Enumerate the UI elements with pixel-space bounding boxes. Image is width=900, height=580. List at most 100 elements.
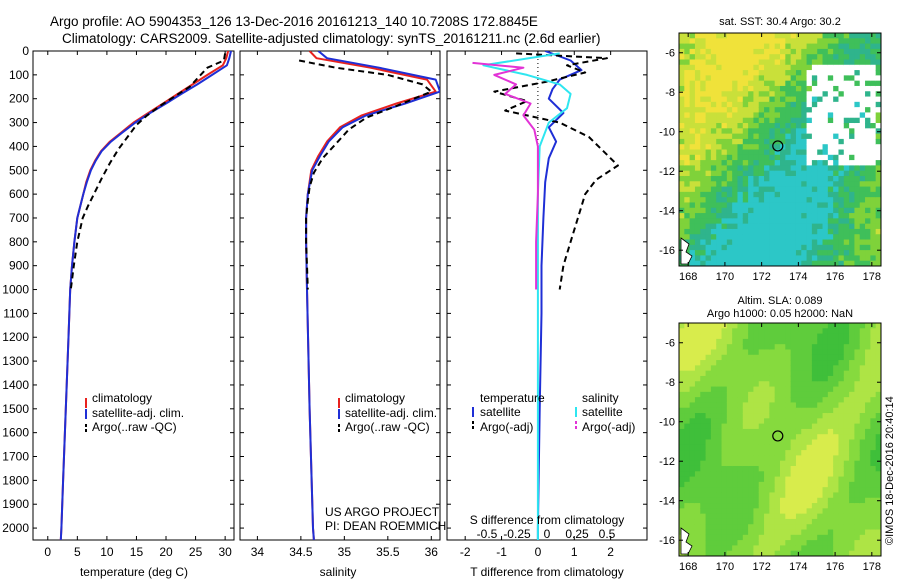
map-cell — [875, 186, 881, 193]
map-cell — [737, 365, 744, 372]
map-cell — [854, 250, 861, 257]
map-cell — [865, 181, 871, 188]
map-cell — [769, 354, 776, 361]
map-cell — [694, 497, 701, 504]
map-cell — [753, 455, 760, 462]
map-cell — [859, 476, 866, 483]
map-cell — [700, 338, 707, 345]
map-cell — [764, 518, 770, 525]
map-cell — [806, 181, 813, 188]
map-cell — [705, 64, 712, 71]
map-cell — [694, 197, 701, 204]
map-cell — [774, 391, 781, 398]
map-cell — [817, 439, 824, 446]
map-cell — [716, 365, 723, 372]
map-cell — [811, 112, 818, 119]
map-cell — [774, 386, 781, 393]
map-cell — [790, 112, 797, 119]
map-cell — [806, 123, 813, 129]
map-cell — [742, 508, 749, 515]
map-cell — [700, 64, 707, 71]
map-cell — [790, 255, 797, 262]
map-cell — [811, 170, 818, 177]
map-cell — [854, 323, 861, 329]
map-cell — [774, 213, 781, 219]
map-cell — [795, 186, 802, 193]
map-cell — [854, 471, 861, 478]
map-cell — [774, 223, 781, 230]
map-cell — [859, 59, 866, 66]
map-cell — [859, 218, 866, 225]
map-cell — [838, 407, 845, 414]
map-cell — [758, 423, 765, 430]
map-cell — [785, 154, 792, 161]
map-cell — [780, 80, 786, 87]
map-cell — [769, 328, 776, 335]
map-cell — [721, 338, 728, 345]
map-cell — [748, 144, 755, 151]
map-cell — [764, 260, 770, 266]
map-cell — [732, 518, 739, 525]
map-cell — [721, 91, 728, 98]
map-cell — [838, 112, 845, 119]
map-cell — [849, 154, 856, 161]
map-cell — [843, 255, 850, 262]
map-cell — [806, 423, 813, 430]
map-cell — [700, 186, 707, 193]
map-cell — [854, 144, 861, 151]
map-cell — [780, 460, 786, 467]
map-cell — [870, 338, 877, 345]
map-cell — [737, 123, 744, 129]
map-cell — [795, 91, 802, 98]
map-cell — [817, 487, 824, 494]
map-cell — [758, 107, 765, 114]
map-cell — [753, 250, 760, 257]
map-cell — [849, 228, 856, 235]
map-cell — [801, 349, 808, 356]
map-cell — [689, 96, 696, 103]
map-cell — [780, 255, 786, 262]
map-cell — [865, 333, 871, 340]
map-cell — [827, 244, 834, 251]
map-cell — [780, 85, 786, 92]
map-cell — [801, 133, 808, 140]
map-cell — [806, 381, 813, 388]
map-cell — [854, 234, 861, 241]
map-cell — [795, 260, 802, 266]
map-cell — [817, 239, 824, 246]
map-cell — [870, 70, 877, 76]
map-cell — [806, 80, 813, 87]
map-cell — [700, 503, 707, 509]
map-cell — [822, 101, 829, 108]
map-cell — [811, 80, 818, 87]
map-cell — [769, 181, 776, 188]
map-cell — [716, 513, 723, 520]
map-cell — [705, 244, 712, 251]
map-cell — [732, 123, 739, 129]
map-cell — [875, 33, 881, 39]
map-cell — [827, 497, 834, 504]
map-cell — [716, 460, 723, 467]
map-cell — [865, 545, 871, 552]
map-cell — [827, 540, 834, 547]
map-cell — [859, 170, 866, 177]
map-cell — [865, 133, 871, 140]
map-cell — [753, 349, 760, 356]
map-cell — [758, 487, 765, 494]
map-cell — [865, 91, 871, 98]
map-cell — [689, 228, 696, 235]
map-cell — [790, 381, 797, 388]
map-cell — [811, 223, 818, 230]
map-cell — [854, 101, 861, 108]
map-cell — [859, 550, 866, 556]
map-cell — [774, 202, 781, 209]
map-cell — [710, 423, 717, 430]
map-cell — [689, 402, 696, 409]
map-cell — [833, 492, 840, 499]
map-cell — [684, 38, 691, 45]
map-cell — [838, 107, 845, 114]
map-cell — [732, 423, 739, 430]
map-cell — [859, 418, 866, 425]
map-cell — [769, 423, 776, 430]
map-cell — [859, 450, 866, 456]
